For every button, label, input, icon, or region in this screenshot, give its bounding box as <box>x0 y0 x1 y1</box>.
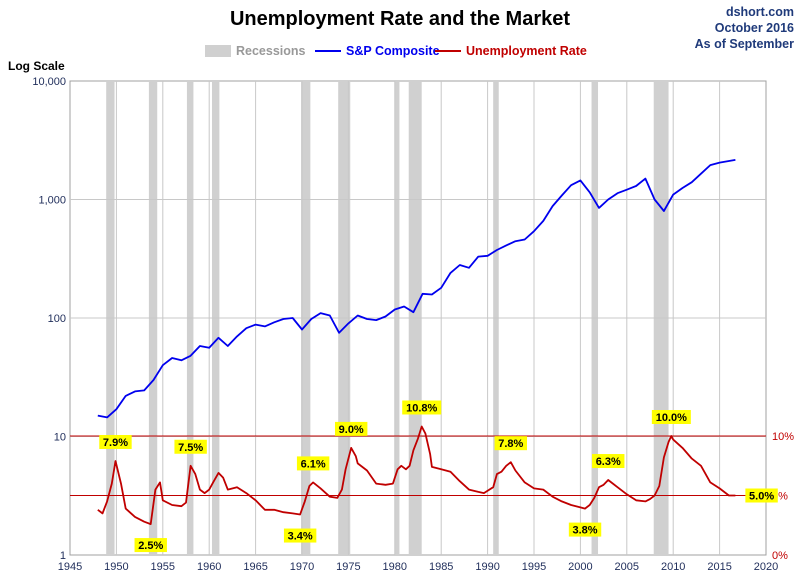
annotation-label: 9.0% <box>339 424 364 436</box>
legend-item-unemployment: Unemployment Rate <box>435 44 587 58</box>
annotation-box <box>296 456 330 471</box>
x-tick-label: 1950 <box>104 561 128 573</box>
legend-item-recessions: Recessions <box>205 44 305 58</box>
annotation-box <box>334 421 368 436</box>
annotation-label: 3.8% <box>573 525 598 537</box>
x-tick-label: 2015 <box>707 561 731 573</box>
annotation-box <box>745 488 778 503</box>
credit-date: October 2016 <box>714 21 794 35</box>
legend-label-recessions: Recessions <box>236 44 306 58</box>
annotation-label: 10.0% <box>656 412 687 424</box>
legend-label-unemployment: Unemployment Rate <box>466 44 587 58</box>
y-left-tick-label: 10,000 <box>32 76 66 88</box>
annotation-label: 7.9% <box>103 437 128 449</box>
y-axis-title: Log Scale <box>8 59 65 73</box>
y-left-tick-label: 100 <box>48 313 66 325</box>
y-left-tick-label: 10 <box>54 432 66 444</box>
annotation-box <box>402 400 442 415</box>
y-left-tick-label: 1,000 <box>38 195 66 207</box>
x-tick-label: 2005 <box>615 561 639 573</box>
chart-title: Unemployment Rate and the Market <box>229 8 571 30</box>
annotation-box <box>494 436 527 451</box>
annotation-box <box>651 410 691 424</box>
annotation-box <box>134 538 167 553</box>
x-tick-label: 1980 <box>383 561 407 573</box>
x-tick-label: 1975 <box>336 561 360 573</box>
x-tick-label: 1995 <box>522 561 546 573</box>
x-tick-label: 1955 <box>151 561 175 573</box>
x-tick-label: 2000 <box>568 561 592 573</box>
annotation-box <box>174 439 207 454</box>
annotation-label: 7.5% <box>178 442 203 454</box>
annotation-label: 6.3% <box>596 456 621 468</box>
annotation-box <box>99 434 132 449</box>
annotation-label: 3.4% <box>288 531 313 543</box>
y-right-tick-label: 0% <box>772 550 788 562</box>
x-tick-label: 1945 <box>58 561 82 573</box>
series-line-sp-composite <box>97 159 736 419</box>
credit-block: dshort.com October 2016 As of September <box>695 4 794 52</box>
annotation-label: 6.1% <box>301 458 326 470</box>
legend-swatch-recessions <box>205 45 231 57</box>
legend-swatch-sp <box>315 50 341 52</box>
annotation-box <box>568 522 602 537</box>
annotation-label: 7.8% <box>498 438 523 450</box>
x-tick-label: 1960 <box>197 561 221 573</box>
x-tick-label: 1985 <box>429 561 453 573</box>
x-tick-label: 1990 <box>475 561 499 573</box>
credit-source: dshort.com <box>725 5 794 19</box>
legend-label-sp: S&P Composite <box>346 44 440 58</box>
annotation-label: 5.0% <box>749 491 774 503</box>
x-tick-label: 2010 <box>661 561 685 573</box>
annotation-label: 2.5% <box>138 540 163 552</box>
legend-swatch-unemployment <box>435 50 461 52</box>
annotation-box <box>592 454 625 469</box>
y-right-tick-label: 10% <box>772 431 794 443</box>
legend-item-sp: S&P Composite <box>315 44 440 58</box>
x-tick-label: 1970 <box>290 561 314 573</box>
x-tick-label: 2020 <box>754 561 778 573</box>
annotation-label: 10.8% <box>406 402 437 414</box>
credit-asof: As of September <box>694 37 794 51</box>
x-tick-label: 1965 <box>243 561 267 573</box>
annotation-box <box>283 528 317 543</box>
y-left-tick-label: 1 <box>60 550 66 562</box>
series-line-unemployment-rate <box>97 425 736 525</box>
